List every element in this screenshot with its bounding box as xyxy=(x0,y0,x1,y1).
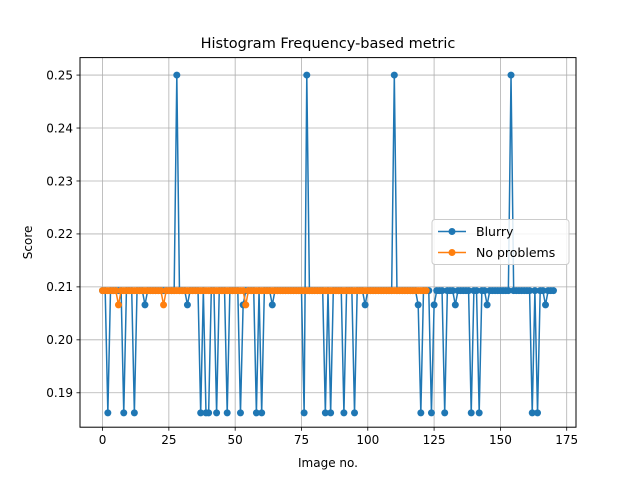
x-tick-label: 100 xyxy=(356,433,379,447)
x-tick-label: 0 xyxy=(99,433,107,447)
x-tick-label: 150 xyxy=(489,433,512,447)
y-tick-label: 0.25 xyxy=(46,68,73,82)
data-point-no-problems xyxy=(157,287,165,295)
data-point-blurry xyxy=(252,409,260,417)
x-tick-label: 125 xyxy=(423,433,446,447)
y-tick-label: 0.22 xyxy=(46,227,73,241)
legend: Blurry No problems xyxy=(431,219,570,265)
data-point-blurry xyxy=(340,409,348,417)
plot-series xyxy=(99,71,557,417)
data-point-blurry xyxy=(534,409,542,417)
data-point-blurry xyxy=(441,409,449,417)
data-point-blurry xyxy=(438,287,446,295)
data-point-blurry xyxy=(449,287,457,295)
data-point-blurry xyxy=(473,287,481,295)
data-point-no-problems xyxy=(114,301,122,309)
y-axis-label: Score xyxy=(21,226,35,260)
data-point-blurry xyxy=(390,71,398,79)
data-point-blurry xyxy=(303,71,311,79)
data-point-no-problems xyxy=(422,287,430,295)
data-point-blurry xyxy=(430,301,438,309)
data-point-blurry xyxy=(526,287,534,295)
data-point-blurry xyxy=(268,301,276,309)
legend-marker xyxy=(448,228,456,235)
data-point-blurry xyxy=(223,409,231,417)
x-tick-label: 75 xyxy=(294,433,309,447)
data-point-blurry xyxy=(542,301,549,309)
data-point-blurry xyxy=(130,409,138,417)
data-point-blurry xyxy=(483,301,491,309)
data-point-blurry xyxy=(104,409,112,417)
x-tick-label: 175 xyxy=(555,433,578,447)
data-point-blurry xyxy=(528,409,536,417)
y-tick-label: 0.24 xyxy=(46,121,73,135)
data-point-blurry xyxy=(258,409,266,417)
data-point-no-problems xyxy=(160,301,168,309)
legend-box xyxy=(431,219,570,265)
data-point-blurry xyxy=(183,301,191,309)
y-tick-label: 0.19 xyxy=(46,386,73,400)
data-point-blurry xyxy=(321,409,329,417)
grid-lines xyxy=(80,57,576,428)
series-no-problems xyxy=(99,287,430,309)
data-point-blurry xyxy=(465,287,473,295)
data-point-blurry xyxy=(120,409,128,417)
x-tick-label: 50 xyxy=(228,433,243,447)
y-tick-label: 0.21 xyxy=(46,280,73,294)
data-point-blurry xyxy=(173,71,181,79)
plot-frame xyxy=(79,57,577,428)
data-point-blurry xyxy=(205,409,213,417)
axis-ticks: 0 25 50 75 100 125 150 175 0.19 0.20 0.21 0.22 0.23 0… xyxy=(46,68,578,447)
data-point-blurry xyxy=(467,409,475,417)
data-point-blurry xyxy=(504,287,512,295)
y-tick-label: 0.20 xyxy=(46,333,73,347)
data-point-no-problems xyxy=(112,287,120,295)
data-point-blurry xyxy=(141,301,149,309)
data-point-blurry xyxy=(361,301,369,309)
legend-entry-label: Blurry xyxy=(476,224,514,239)
data-point-blurry xyxy=(414,301,422,309)
legend-marker xyxy=(448,249,456,256)
data-point-blurry xyxy=(451,301,459,309)
x-axis-label: Image no. xyxy=(298,456,358,470)
data-point-no-problems xyxy=(239,287,247,295)
data-point-no-problems xyxy=(242,301,250,309)
data-point-blurry xyxy=(427,409,435,417)
x-tick-label: 25 xyxy=(161,433,176,447)
data-point-blurry xyxy=(531,287,539,295)
data-point-blurry xyxy=(327,409,335,417)
data-point-blurry xyxy=(236,409,244,417)
chart-title: Histogram Frequency-based metric xyxy=(201,36,456,52)
legend-entry-label: No problems xyxy=(476,245,555,260)
y-tick-label: 0.23 xyxy=(46,174,73,188)
data-point-blurry xyxy=(300,409,308,417)
data-point-blurry xyxy=(213,409,221,417)
data-point-blurry xyxy=(539,287,547,295)
data-point-blurry xyxy=(197,409,205,417)
data-point-blurry xyxy=(507,71,515,79)
data-point-blurry xyxy=(417,409,425,417)
data-point-blurry xyxy=(475,409,483,417)
data-point-blurry xyxy=(549,287,557,295)
data-point-blurry xyxy=(480,287,488,295)
data-point-blurry xyxy=(351,409,359,417)
